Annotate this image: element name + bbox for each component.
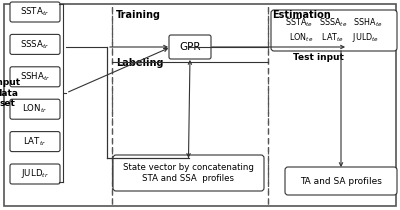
FancyBboxPatch shape	[271, 10, 397, 51]
Text: JULD$_{tr}$: JULD$_{tr}$	[21, 168, 49, 181]
Text: Test input: Test input	[292, 53, 344, 62]
Text: GPR: GPR	[179, 42, 201, 52]
FancyBboxPatch shape	[10, 34, 60, 54]
Text: TA and SA profiles: TA and SA profiles	[300, 176, 382, 185]
FancyBboxPatch shape	[10, 164, 60, 184]
Text: Training: Training	[116, 10, 161, 20]
FancyBboxPatch shape	[113, 155, 264, 191]
Text: LAT$_{tr}$: LAT$_{tr}$	[23, 135, 47, 148]
Text: SSTA$_{tr}$: SSTA$_{tr}$	[20, 6, 50, 18]
Text: LON$_{tr}$: LON$_{tr}$	[22, 103, 48, 116]
FancyBboxPatch shape	[10, 67, 60, 87]
FancyBboxPatch shape	[169, 35, 211, 59]
Text: SSSA$_{tr}$: SSSA$_{tr}$	[20, 38, 50, 51]
FancyBboxPatch shape	[285, 167, 397, 195]
Text: Labeling: Labeling	[116, 58, 164, 68]
FancyBboxPatch shape	[10, 132, 60, 152]
Text: State vector by concatenating
STA and SSA  profiles: State vector by concatenating STA and SS…	[123, 163, 254, 183]
Text: SSTA$_{te}$   SSSA$_{te}$   SSHA$_{te}$
LON$_{te}$    LAT$_{te}$    JULD$_{te}$: SSTA$_{te}$ SSSA$_{te}$ SSHA$_{te}$ LON$…	[285, 17, 383, 44]
Text: Input
data
set: Input data set	[0, 78, 20, 108]
Text: SSHA$_{tr}$: SSHA$_{tr}$	[20, 71, 50, 83]
FancyBboxPatch shape	[10, 2, 60, 22]
FancyBboxPatch shape	[10, 99, 60, 119]
Text: Estimation: Estimation	[272, 10, 331, 20]
